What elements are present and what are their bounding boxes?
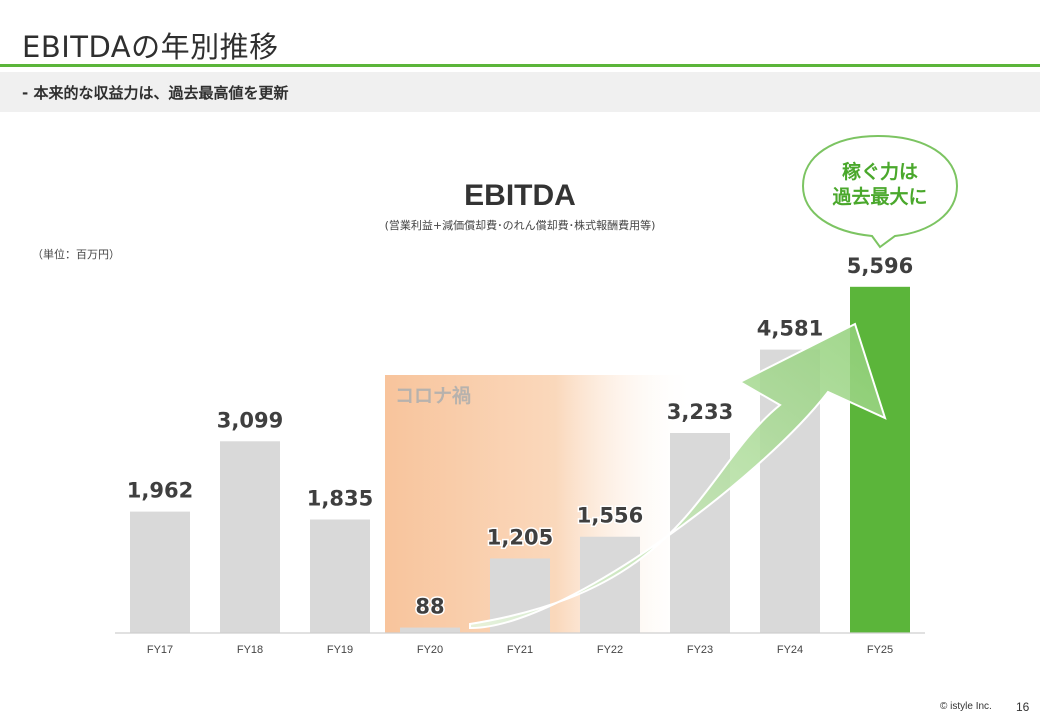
x-tick-fy24: FY24 [777, 644, 803, 656]
covid-period-label: コロナ禍 [395, 384, 471, 407]
page-title: EBITDAの年別推移 [22, 30, 279, 64]
x-tick-fy25: FY25 [867, 644, 893, 656]
value-label-fy24: 4,581 [757, 317, 823, 341]
x-tick-fy18: FY18 [237, 644, 263, 656]
bar-fy23 [670, 432, 730, 633]
unit-label: （単位：百万円） [32, 247, 120, 261]
value-label-fy21: 1,205 [487, 525, 553, 549]
x-tick-fy20: FY20 [417, 644, 443, 656]
callout-bubble: 稼ぐ力は 過去最大に [801, 134, 959, 249]
page-number: 16 [1016, 700, 1030, 714]
page-subtitle: - 本来的な収益力は、過去最高値を更新 [22, 84, 289, 102]
callout-line-1: 稼ぐ力は [842, 160, 918, 183]
value-label-fy20: 88 [415, 595, 444, 619]
chart-title: EBITDA [464, 179, 576, 212]
bar-fy19 [310, 519, 370, 633]
x-tick-fy17: FY17 [147, 644, 173, 656]
chart-subtitle: (営業利益+減価償却費･のれん償却費･株式報酬費用等) [385, 218, 656, 232]
callout-line-2: 過去最大に [832, 185, 927, 208]
bar-fy18 [220, 441, 280, 633]
growth-arrow [469, 322, 887, 630]
value-label-fy22: 1,556 [577, 504, 643, 528]
bar-fy22 [580, 536, 640, 633]
value-label-fy19: 1,835 [307, 486, 373, 510]
value-label-fy25: 5,596 [847, 254, 913, 278]
bar-fy17 [130, 511, 190, 633]
x-tick-fy22: FY22 [597, 644, 623, 656]
value-labels: 1,962 3,099 1,835 88 1,205 1,556 3,233 4,581 5,5… [125, 252, 914, 620]
value-label-fy18: 3,099 [217, 408, 283, 432]
x-tick-fy23: FY23 [687, 644, 713, 656]
value-label-fy23: 3,233 [667, 400, 733, 424]
x-tick-labels: FY17 FY18 FY19 FY20 FY21 FY22 FY23 FY24 FY25 [147, 644, 893, 656]
value-label-fy17: 1,962 [127, 479, 193, 503]
callout-shape [801, 134, 959, 249]
x-tick-fy19: FY19 [327, 644, 353, 656]
x-tick-fy21: FY21 [507, 644, 533, 656]
subtitle-bar [0, 72, 1040, 112]
copyright-text: © istyle Inc. [940, 701, 992, 712]
bar-fy20 [400, 627, 460, 633]
title-rule [0, 64, 1040, 67]
